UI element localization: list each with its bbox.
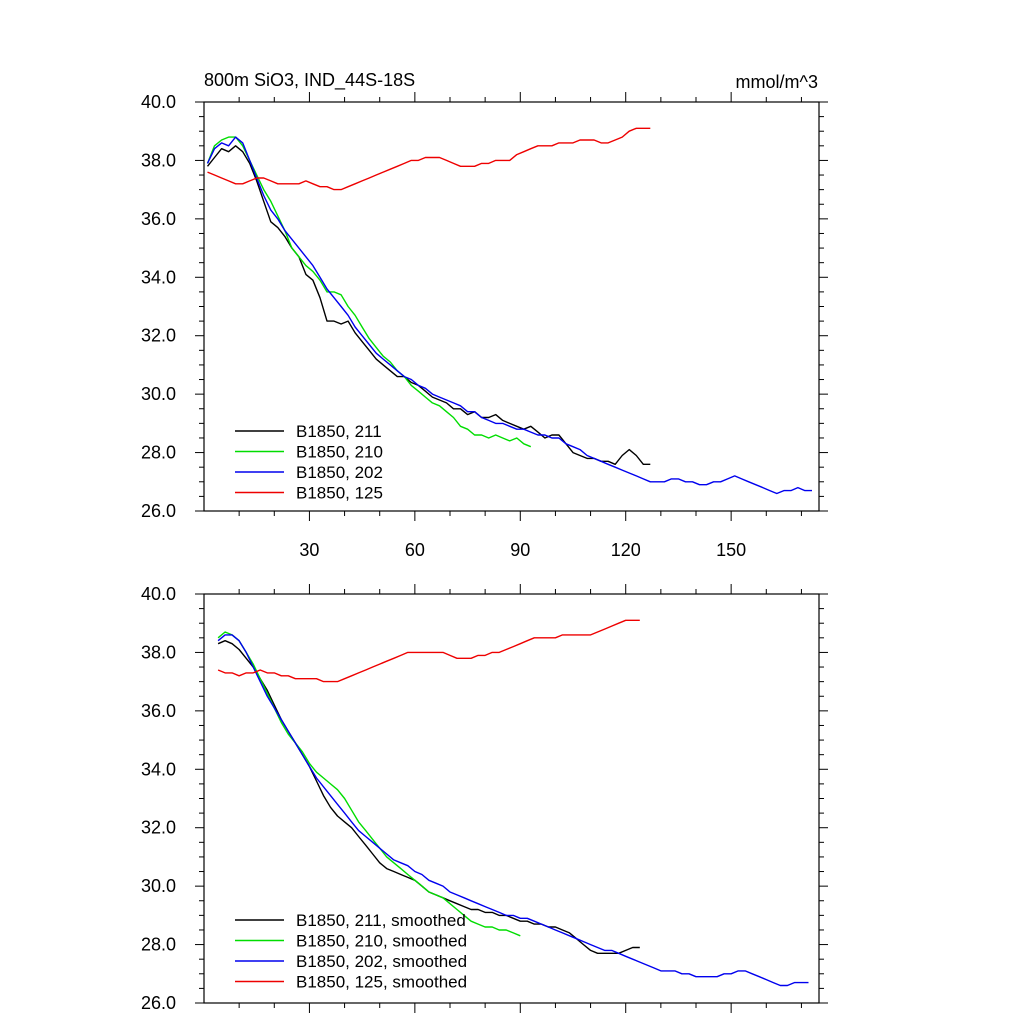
x-tick-label: 120	[611, 540, 641, 560]
y-tick-label: 30.0	[141, 876, 176, 896]
legend-label: B1850, 202	[296, 463, 383, 482]
legend-label: B1850, 125, smoothed	[296, 973, 467, 992]
legend-label: B1850, 125	[296, 484, 383, 503]
legend-label: B1850, 211	[296, 422, 382, 441]
y-tick-label: 38.0	[141, 150, 176, 170]
legend-label: B1850, 210, smoothed	[296, 932, 467, 951]
x-tick-label: 90	[510, 540, 530, 560]
y-tick-label: 28.0	[141, 443, 176, 463]
series-line	[206, 136, 812, 495]
series-line	[217, 634, 809, 987]
y-tick-label: 32.0	[141, 818, 176, 838]
x-tick-label: 150	[716, 540, 746, 560]
y-tick-label: 30.0	[141, 384, 176, 404]
y-tick-label: 26.0	[141, 501, 176, 521]
x-tick-label: 60	[405, 540, 425, 560]
y-tick-label: 32.0	[141, 326, 176, 346]
y-tick-label: 36.0	[141, 701, 176, 721]
y-tick-label: 34.0	[141, 267, 176, 287]
y-tick-label: 34.0	[141, 759, 176, 779]
series-line	[206, 136, 532, 448]
legend-label: B1850, 202, smoothed	[296, 952, 467, 971]
legend-label: B1850, 210	[296, 443, 383, 462]
series-line	[217, 640, 640, 954]
y-tick-label: 40.0	[141, 584, 176, 604]
units-label: mmol/m^3	[736, 72, 818, 92]
series-line	[217, 631, 521, 937]
legend: B1850, 211, smoothed B1850, 210, smoothed…	[235, 911, 467, 992]
y-tick-label: 36.0	[141, 209, 176, 229]
chart-title: 800m SiO3, IND_44S-18S	[204, 70, 415, 91]
series-lines	[206, 127, 812, 495]
axis-ticks: 26.0 28.0 30.0 32.0 34.0 36.0 38.0 40.0	[141, 584, 828, 1013]
y-tick-label: 38.0	[141, 642, 176, 662]
series-line	[206, 145, 651, 465]
series-line	[207, 127, 651, 191]
series-line	[217, 619, 640, 683]
series-lines	[217, 619, 809, 987]
top-panel: 800m SiO3, IND_44S-18S mmol/m^3 26.0 28.0…	[141, 70, 828, 560]
y-tick-label: 40.0	[141, 92, 176, 112]
y-tick-label: 26.0	[141, 993, 176, 1013]
y-tick-label: 28.0	[141, 935, 176, 955]
bottom-panel: 26.0 28.0 30.0 32.0 34.0 36.0 38.0 40.0 B1850, …	[141, 584, 828, 1013]
axis-ticks: 26.0 28.0 30.0 32.0 34.0 36.0 38.0 40.0 30 60 90 12…	[141, 92, 828, 560]
legend-label: B1850, 211, smoothed	[296, 911, 466, 930]
x-tick-label: 30	[299, 540, 319, 560]
